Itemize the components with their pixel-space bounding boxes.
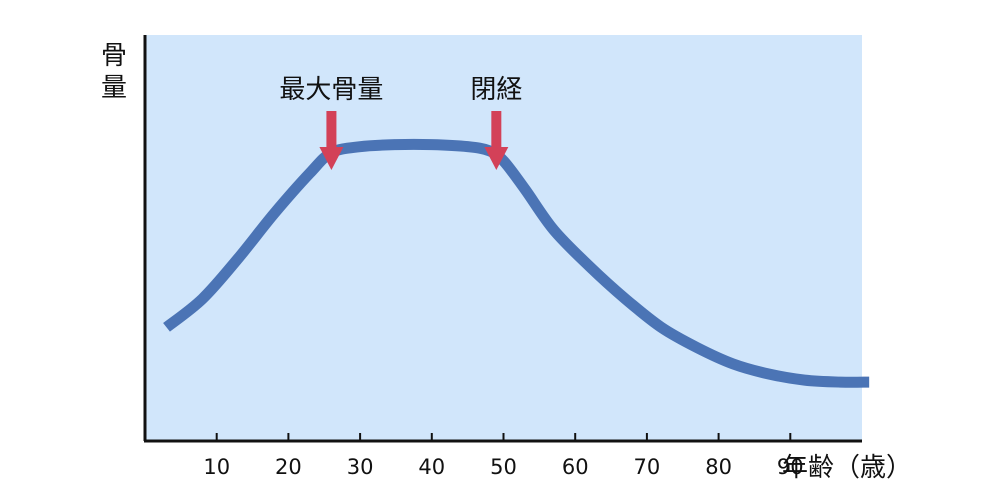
x-tick-label: 70 bbox=[634, 455, 661, 479]
x-tick-label: 90 bbox=[777, 455, 804, 479]
x-tick-label: 40 bbox=[418, 455, 445, 479]
arrow-head bbox=[319, 147, 344, 170]
y-axis-label-line-2: 量 bbox=[101, 73, 127, 103]
x-tick-layer: 10 20 30 40 50 60 70 80 90 bbox=[203, 433, 804, 479]
annotation-1: 最大骨量 bbox=[279, 75, 383, 170]
annotation-label: 閉経 bbox=[470, 75, 522, 105]
y-axis-label-line-1: 骨 bbox=[101, 41, 127, 71]
curve-layer bbox=[163, 138, 870, 388]
arrow-shaft bbox=[326, 111, 337, 149]
x-axis-label: 年齢（歳） bbox=[782, 453, 912, 483]
x-tick-label: 80 bbox=[705, 455, 732, 479]
x-tick-label: 30 bbox=[347, 455, 374, 479]
x-tick-label: 10 bbox=[203, 455, 230, 479]
arrow-head bbox=[484, 147, 509, 170]
arrow-shaft bbox=[491, 111, 502, 149]
annotation-layer: 最大骨量 閉経 bbox=[279, 75, 522, 170]
x-tick-label: 20 bbox=[275, 455, 302, 479]
annotation-2: 閉経 bbox=[470, 75, 522, 170]
x-tick-label: 50 bbox=[490, 455, 517, 479]
annotation-label: 最大骨量 bbox=[279, 75, 383, 105]
bone-mass-curve bbox=[163, 138, 870, 388]
x-tick-label: 60 bbox=[562, 455, 589, 479]
plot-area bbox=[145, 35, 862, 441]
